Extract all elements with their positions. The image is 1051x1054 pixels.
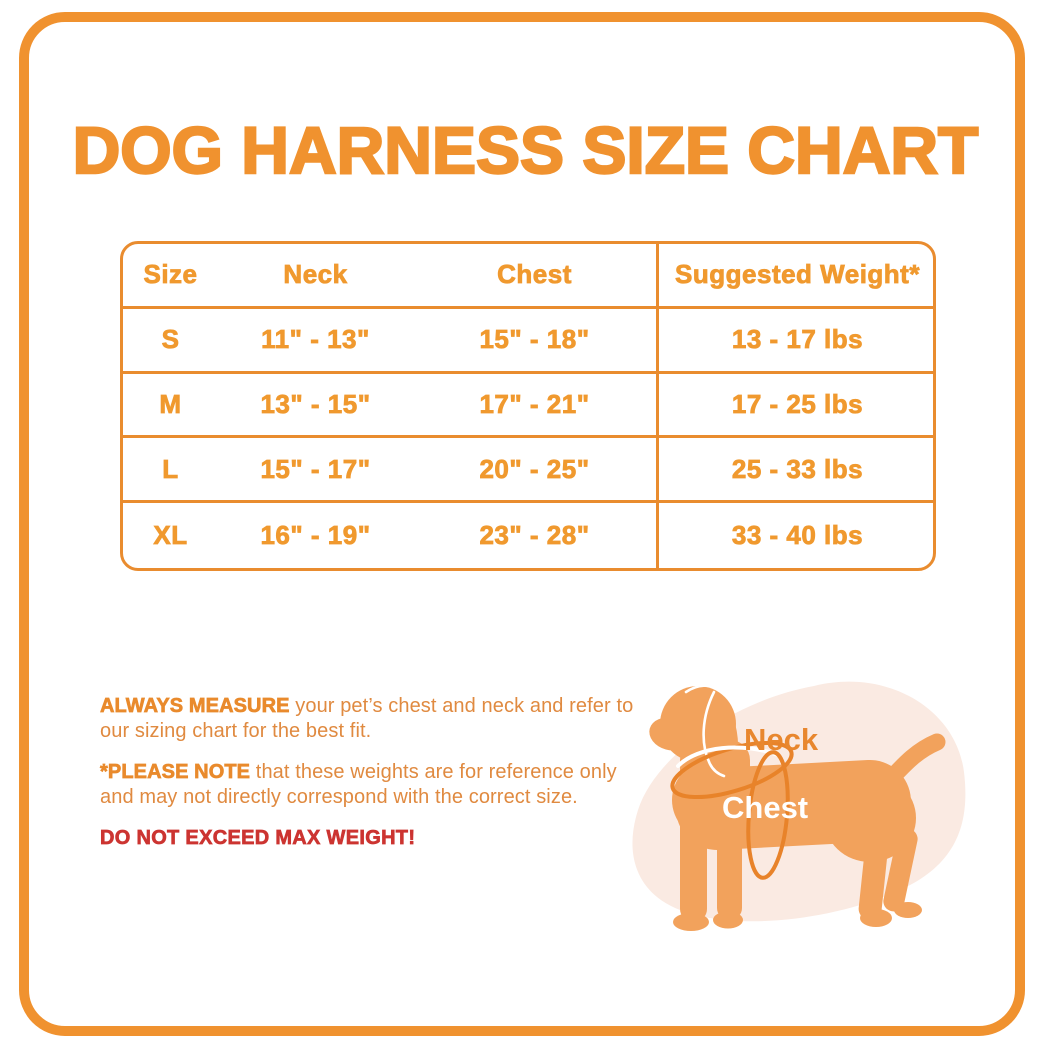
table-cell-weight: 33 - 40 lbs	[656, 503, 933, 568]
dog-silhouette	[649, 686, 946, 931]
table-cell-neck: 15" - 17"	[218, 438, 413, 504]
neck-loop-highlight	[676, 745, 780, 768]
table-cell-neck: 11" - 13"	[218, 309, 413, 374]
table-cell-chest: 15" - 18"	[413, 309, 656, 374]
table-cell-chest: 20" - 25"	[413, 438, 656, 504]
table-cell-weight: 17 - 25 lbs	[656, 373, 933, 439]
table-cell-size: XL	[153, 520, 188, 551]
size-table: Size Neck Chest Suggested Weight* S 11" …	[120, 241, 936, 571]
note-measure-lead: ALWAYS MEASURE	[100, 695, 290, 718]
chest-label: Chest	[722, 790, 808, 825]
page-title: DOG HARNESS SIZE CHART	[71, 112, 979, 188]
note-please-text: that these weights are for reference onl…	[100, 761, 617, 808]
ear-outline	[684, 684, 726, 778]
table-cell-size: S	[123, 309, 218, 374]
table-cell-chest: 23" - 28"	[479, 520, 590, 551]
header-cell-neck: Neck	[218, 244, 413, 309]
dog-measurement-illustration: Neck Chest	[632, 681, 966, 931]
table-cell-weight: 13 - 17 lbs	[656, 308, 933, 374]
note-measure-text: your pet’s chest and neck and refer to o…	[100, 695, 634, 742]
table-cell-size: L	[123, 438, 218, 504]
table-cell-neck: 13" - 15"	[218, 374, 413, 439]
note-please-lead: *PLEASE NOTE	[100, 761, 251, 784]
table-cell-chest: 17" - 21"	[413, 374, 656, 439]
header-cell-weight: Suggested Weight*	[656, 244, 933, 309]
table-cell-weight: 25 - 33 lbs	[656, 438, 933, 504]
table-cell-neck: 16" - 19"	[260, 520, 371, 551]
table-cell-size: M	[123, 374, 218, 439]
header-cell-size: Size	[123, 244, 218, 309]
max-weight-warning: DO NOT EXCEED MAX WEIGHT!	[100, 827, 416, 850]
chest-measure-loop	[746, 750, 790, 880]
neck-label: Neck	[744, 722, 819, 757]
notes-block: ALWAYS MEASURE your pet’s chest and neck…	[100, 694, 640, 867]
neck-measure-loop	[670, 740, 794, 800]
note-measure: ALWAYS MEASURE your pet’s chest and neck…	[100, 694, 640, 744]
header-cell-chest: Chest	[413, 244, 656, 309]
note-please: *PLEASE NOTE that these weights are for …	[100, 760, 640, 810]
